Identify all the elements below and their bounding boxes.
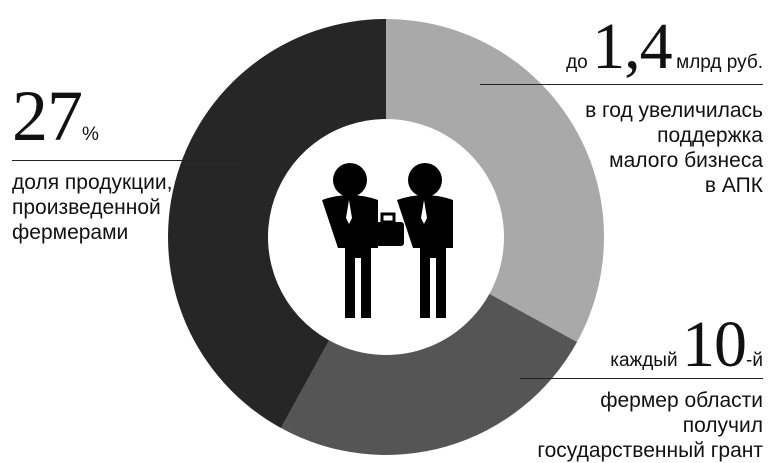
donut-slices (168, 19, 605, 455)
desc-line: государственный грант (537, 439, 763, 462)
leader-line-bottom-right (520, 378, 763, 379)
desc-line: в АПК (704, 174, 763, 197)
leader-line-top-right (480, 84, 763, 85)
support-unit: млрд руб. (676, 52, 763, 73)
donut-slice-2 (280, 293, 578, 455)
grant-description: фермер области получил государственный г… (463, 388, 763, 463)
callout-support-growth: до 1,4 млрд руб. в год увеличилась подде… (463, 14, 763, 198)
farmer-share-unit: % (82, 124, 99, 145)
desc-line: произведенной (12, 196, 161, 219)
support-value: 1,4 (592, 10, 672, 83)
callout-grant-recipients: каждый 10-й фермер области получил госуд… (463, 312, 763, 463)
donut-slice-1 (386, 19, 605, 343)
desc-line: фермерами (12, 221, 129, 244)
grant-value: 10 (682, 308, 747, 381)
desc-line: получил (682, 414, 763, 437)
desc-line: поддержка (657, 124, 763, 147)
desc-line: фермер области (600, 389, 763, 412)
leader-line-left (12, 160, 240, 161)
desc-line: в год увеличилась (585, 99, 763, 122)
farmer-share-value: 27 (12, 76, 83, 156)
grant-prefix: каждый (610, 350, 678, 371)
callout-farmer-share: 27% доля продукции, произведенной фермер… (12, 80, 252, 245)
donut-slice-3 (168, 19, 386, 429)
grant-suffix: -й (746, 350, 763, 371)
support-description: в год увеличилась поддержка малого бизне… (463, 98, 763, 198)
desc-line: доля продукции, (12, 171, 173, 194)
farmer-share-description: доля продукции, произведенной фермерами (12, 170, 252, 245)
desc-line: малого бизнеса (609, 149, 763, 172)
support-prefix: до (566, 52, 588, 73)
two-businessmen-icon (322, 163, 453, 318)
